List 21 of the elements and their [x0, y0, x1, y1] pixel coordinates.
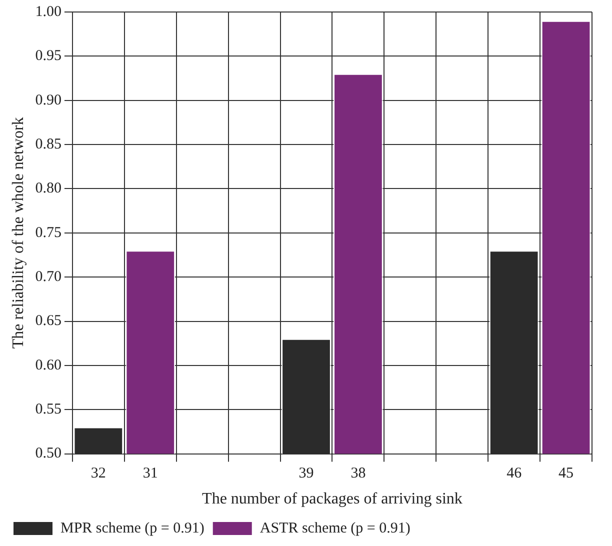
x-tick-label: 45 — [558, 466, 574, 482]
x-axis-title: The number of packages of arriving sink — [202, 490, 462, 508]
y-tick-label: 0.50 — [35, 446, 62, 462]
legend-label: MPR scheme (p = 0.91) — [60, 520, 204, 536]
y-tick-label: 1.00 — [35, 4, 62, 20]
x-tick-label: 32 — [90, 466, 106, 482]
y-tick-label: 0.70 — [35, 269, 62, 286]
y-tick-label: 0.95 — [35, 48, 62, 64]
x-tick-label: 46 — [506, 466, 522, 482]
x-tick-label: 31 — [142, 466, 158, 482]
y-tick-label: 0.60 — [35, 357, 62, 374]
y-tick-label: 0.75 — [35, 224, 62, 241]
y-tick-label: 0.65 — [35, 313, 62, 330]
y-axis-title: The reliability of the whole network — [10, 117, 27, 349]
x-tick-label: 39 — [298, 466, 314, 482]
y-tick-label: 0.85 — [35, 136, 62, 152]
y-tick-label: 0.55 — [35, 402, 62, 418]
x-tick-label: 38 — [350, 466, 366, 482]
y-tick-label: 0.90 — [35, 92, 62, 108]
y-tick-label: 0.80 — [35, 180, 62, 197]
legend-label: ASTR scheme (p = 0.91) — [260, 520, 410, 536]
